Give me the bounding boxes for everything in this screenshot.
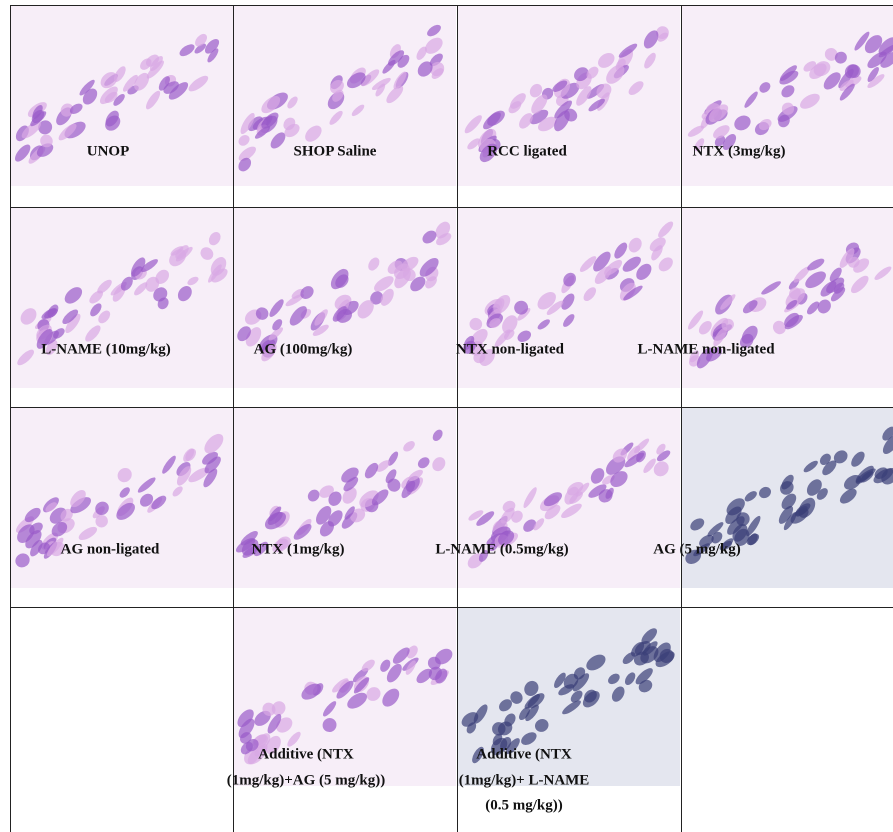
panel-label: L-NAME (10mg/kg) [41, 341, 171, 358]
grid-line [10, 5, 11, 832]
panel-label: UNOP [86, 143, 130, 160]
grid-line [10, 607, 893, 608]
micrograph [682, 6, 893, 186]
panel-label: Additive (NTX [258, 746, 354, 763]
grid-line [10, 5, 893, 6]
panel-label: (1mg/kg)+ L-NAME [458, 772, 590, 788]
panel-label: RCC ligated [487, 143, 567, 160]
grid-line [233, 5, 234, 832]
micrograph [234, 408, 456, 588]
panel-label: (0.5 mg/kg)) [485, 797, 563, 814]
grid-line [681, 5, 682, 832]
grid-line [457, 5, 458, 832]
grid-line [10, 207, 893, 208]
panel-label: NTX (3mg/kg) [692, 143, 786, 160]
panel-label: AG (100mg/kg) [253, 341, 353, 358]
panel-label: Additive (NTX [476, 746, 572, 763]
micrograph [11, 6, 233, 186]
micrograph [234, 208, 456, 388]
panel-label: AG (5 mg/kg) [653, 541, 741, 558]
panel-label: SHOP Saline [293, 143, 377, 160]
grid-line [10, 407, 893, 408]
micrograph [234, 6, 456, 186]
panel-label: NTX non-ligated [456, 341, 564, 358]
panel-label: NTX (1mg/kg) [251, 541, 345, 558]
panel-label: AG non-ligated [60, 541, 160, 558]
micrograph [458, 608, 680, 786]
micrograph [682, 208, 893, 388]
micrograph [682, 408, 893, 588]
panel-label: (1mg/kg)+AG (5 mg/kg)) [226, 772, 386, 788]
micrograph [234, 608, 456, 786]
micrograph [458, 208, 680, 388]
micrograph [11, 408, 233, 588]
micrograph [11, 208, 233, 388]
panel-label: L-NAME (0.5mg/kg) [435, 541, 569, 558]
micrograph [458, 408, 680, 588]
micrograph [458, 6, 680, 186]
panel-label: L-NAME non-ligated [637, 341, 775, 358]
